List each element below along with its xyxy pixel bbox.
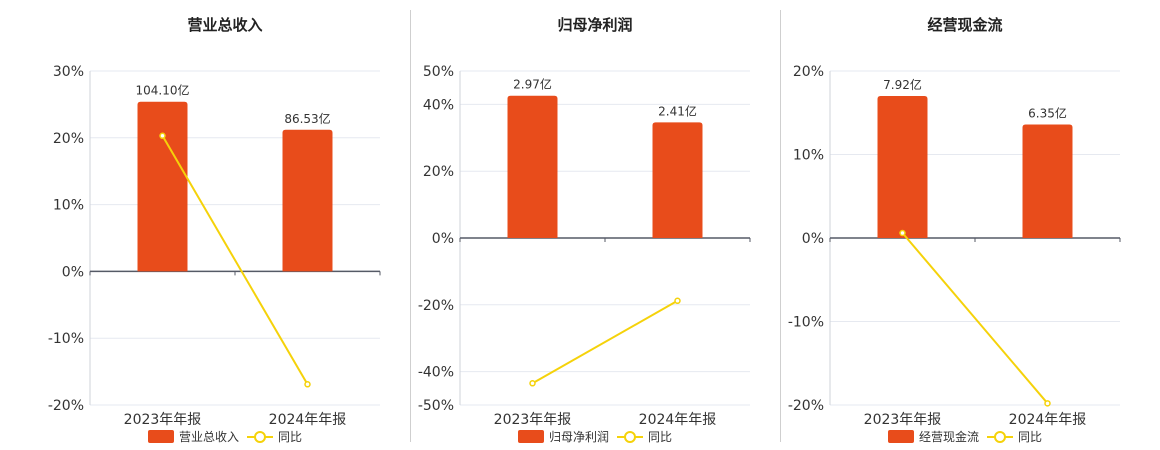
legend-line-label: 同比 (1018, 430, 1043, 444)
chart-title: 营业总收入 (187, 16, 263, 34)
chart-plot: 20% 10% 0% -10% -20% 7.92亿 6.35亿 2023年年报 2024年年报 (788, 64, 1121, 428)
legend-line-label: 同比 (278, 430, 303, 444)
chart-title: 归母净利润 (557, 16, 633, 34)
y-tick-label: 0% (62, 264, 84, 280)
x-tick-label: 2023年年报 (494, 412, 572, 428)
chart-plot: 30% 20% 10% 0% -10% -20% 104.10亿 86.53亿 2023年年报 2… (48, 64, 381, 428)
bar-value-label: 6.35亿 (1028, 105, 1067, 120)
legend-line-label: 同比 (648, 430, 673, 444)
yoy-line (161, 135, 309, 385)
y-tick-label: 0% (432, 231, 454, 247)
chart-plot: 50% 40% 20% 0% -20% -40% -50% 2.97亿 2.41亿 2023年年报… (418, 64, 751, 428)
yoy-line (901, 232, 1049, 404)
yoy-point (674, 297, 681, 305)
bar-value-label: 104.10亿 (136, 83, 190, 98)
chart-title: 经营现金流 (927, 16, 1003, 34)
legend-bar-label: 归母净利润 (548, 430, 609, 444)
y-tick-label: -10% (788, 315, 824, 331)
bar-value-label: 2.41亿 (658, 103, 697, 118)
bar (507, 95, 558, 238)
legend-item-bar[interactable]: 归母净利润 (517, 428, 609, 445)
yoy-point (1044, 400, 1051, 407)
chart-legend: 经营现金流 同比 (780, 428, 1150, 445)
chart-legend: 营业总收入 同比 (40, 428, 410, 445)
legend-bar-swatch (887, 430, 914, 443)
bar (282, 129, 333, 272)
chart-legend: 归母净利润 同比 (410, 428, 780, 445)
legend-item-line[interactable]: 同比 (987, 428, 1042, 445)
x-tick-label: 2024年年报 (1009, 412, 1087, 428)
x-tick-label: 2024年年报 (639, 412, 717, 428)
y-tick-label: 30% (53, 64, 84, 80)
y-tick-label: -20% (418, 298, 454, 314)
y-tick-label: 40% (423, 97, 454, 113)
y-tick-label: 20% (793, 64, 824, 80)
x-tick-label: 2023年年报 (864, 412, 942, 428)
y-tick-label: 10% (793, 148, 824, 164)
panel-divider (780, 10, 781, 442)
chart-panel-net-profit: 归母净利润 50% 40% 20% 0% -20% -40% -50% 2.97亿 2.41亿 2… (410, 0, 780, 450)
legend-item-line[interactable]: 同比 (247, 428, 302, 445)
legend-item-bar[interactable]: 营业总收入 (147, 428, 239, 445)
bar (877, 96, 928, 238)
legend-bar-swatch (517, 430, 544, 443)
y-tick-label: -50% (418, 398, 454, 414)
legend-line-swatch (987, 430, 1013, 443)
x-tick-label: 2024年年报 (269, 412, 347, 428)
y-tick-label: -20% (788, 398, 824, 414)
legend-bar-label: 经营现金流 (918, 430, 979, 444)
y-tick-label: -10% (48, 331, 84, 347)
legend-item-line[interactable]: 同比 (617, 428, 672, 445)
y-tick-label: 10% (53, 198, 84, 214)
y-tick-label: -40% (418, 365, 454, 381)
legend-bar-swatch (147, 430, 174, 443)
x-tick-label: 2023年年报 (124, 412, 202, 428)
bar (652, 122, 703, 238)
bar-value-label: 7.92亿 (883, 77, 922, 92)
panel-divider (410, 10, 411, 442)
legend-line-swatch (617, 430, 643, 443)
yoy-line (532, 299, 678, 385)
yoy-point (899, 229, 906, 237)
y-tick-label: 50% (423, 64, 454, 80)
legend-bar-label: 营业总收入 (178, 430, 239, 444)
y-tick-label: -20% (48, 398, 84, 414)
yoy-point (529, 380, 536, 387)
yoy-point (159, 132, 166, 140)
yoy-point (304, 381, 311, 388)
legend-item-bar[interactable]: 经营现金流 (887, 428, 979, 445)
bar-value-label: 86.53亿 (284, 111, 330, 126)
legend-line-swatch (247, 430, 273, 443)
chart-panel-cash-flow: 经营现金流 20% 10% 0% -10% -20% 7.92亿 6.35亿 2023年年报 2… (780, 0, 1150, 450)
bar (1022, 124, 1073, 238)
y-tick-label: 20% (53, 131, 84, 147)
chart-panel-revenue: 营业总收入 30% 20% 10% 0% -10% -20% 104.10亿 86.53亿 20… (40, 0, 410, 450)
y-tick-label: 0% (802, 231, 824, 247)
bar (137, 101, 188, 272)
y-tick-label: 20% (423, 164, 454, 180)
bar-value-label: 2.97亿 (513, 77, 552, 92)
